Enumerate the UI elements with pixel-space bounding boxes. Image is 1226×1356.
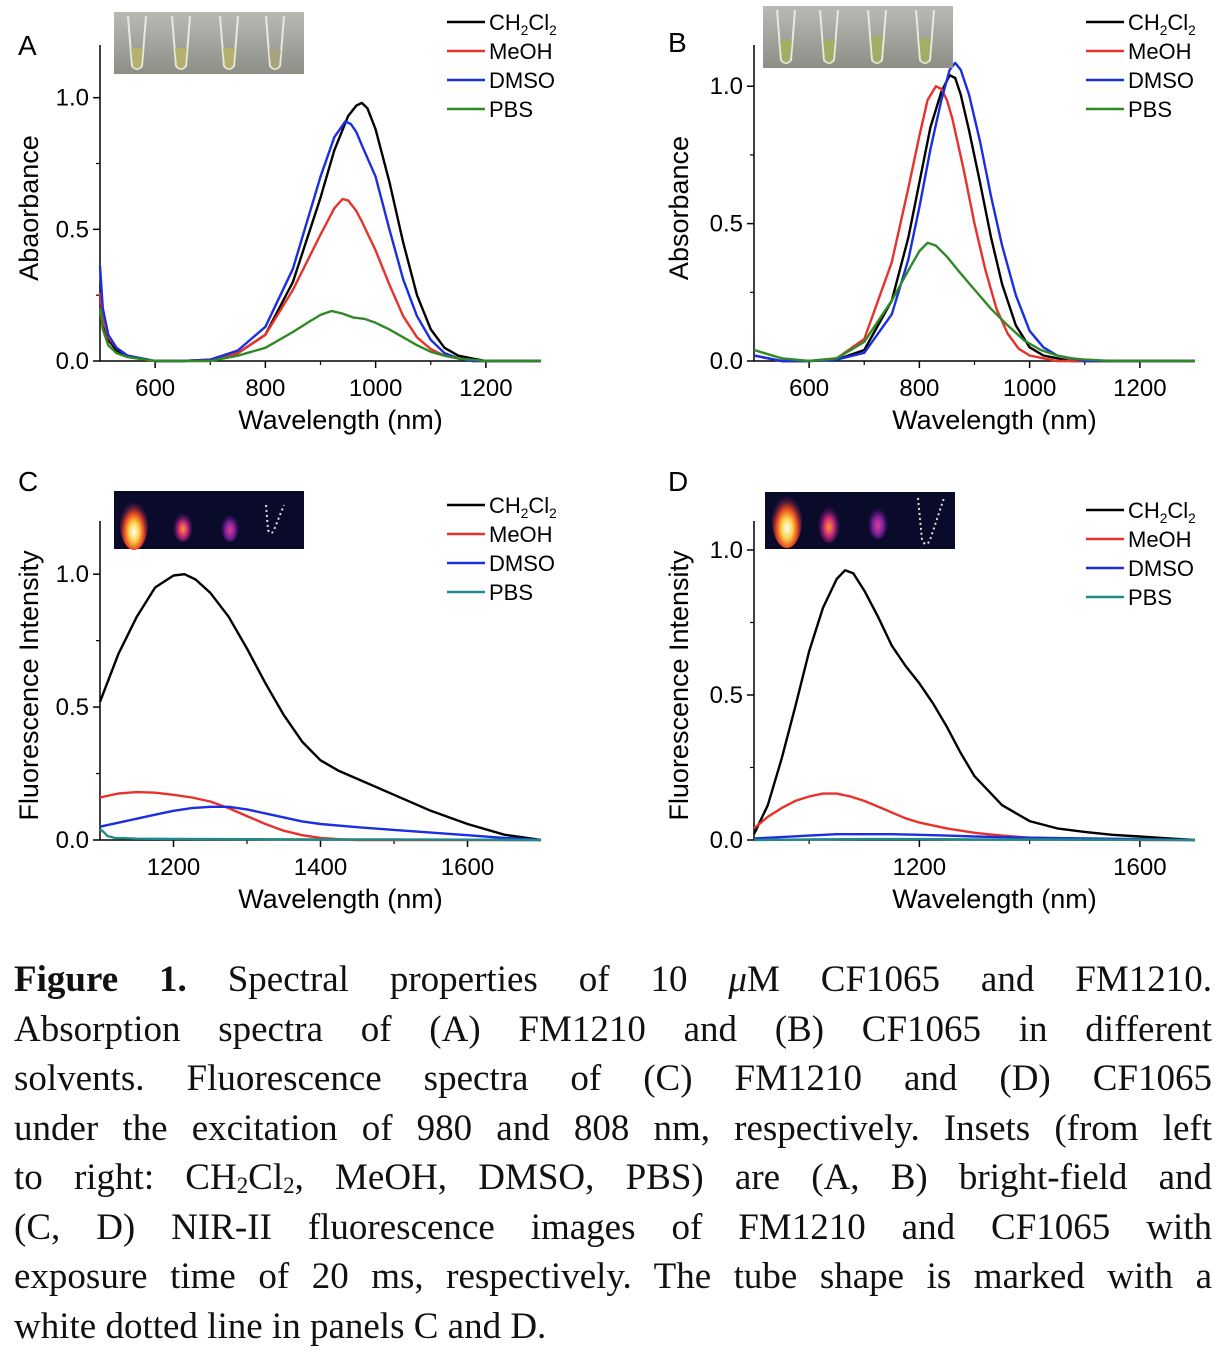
legend-label: PBS [489,580,533,605]
legend-label: DMSO [1128,68,1194,93]
caption-figure-label: Figure 1. [14,959,187,1000]
caption-line-5: to right: CH2Cl2, MeOH, DMSO, PBS) are (… [14,1153,1212,1203]
x-tick-label: 1200 [893,854,946,881]
panel-label: B [668,27,687,58]
x-axis-title: Wavelength (nm) [238,884,443,914]
legend-label: PBS [1128,585,1172,610]
figure-caption: Figure 1. Spectral properties of 10 μM C… [14,955,1212,1351]
caption-line-1: Figure 1. Spectral properties of 10 μM C… [14,955,1212,1005]
y-tick-label: 0.5 [56,694,89,721]
legend-label: CH2Cl2 [489,10,557,38]
y-tick-label: 1.0 [710,73,743,100]
x-tick-label: 1000 [349,375,402,402]
legend-label: PBS [1128,97,1172,122]
series-line-dmso [99,805,542,842]
series-line-meoh [753,84,1195,363]
legend-label: MeOH [489,39,553,64]
x-tick-label: 800 [245,375,285,402]
x-tick-label: 1400 [294,854,347,881]
x-tick-label: 1600 [1113,854,1166,881]
caption-mu-symbol: μ [728,959,747,1000]
x-tick-label: 600 [135,375,175,402]
y-tick-label: 0.5 [710,211,743,238]
x-tick-label: 1200 [147,854,200,881]
legend-label: MeOH [489,522,553,547]
y-axis-title: Fluorescence Intensity [664,550,694,821]
caption-subscript: 2 [283,1173,295,1199]
x-axis-title: Wavelength (nm) [238,405,443,435]
y-axis-title: Abaorbance [14,135,44,281]
caption-line-3: solvents. Fluorescence spectra of (C) FM… [14,1058,1212,1099]
series-line-ch2cl2 [98,101,541,363]
series-line-dmso [98,120,541,363]
series-line-meoh [98,197,541,363]
caption-line-7: exposure time of 20 ms, respectively. Th… [14,1256,1212,1297]
y-tick-label: 0.0 [710,827,743,854]
series-line-ch2cl2 [98,573,542,842]
legend-label: PBS [489,97,533,122]
legend-label: MeOH [1128,527,1192,552]
y-tick-label: 0.5 [56,216,89,243]
y-tick-label: 0.0 [56,827,89,854]
x-tick-label: 800 [899,375,939,402]
y-tick-label: 0.0 [710,348,743,375]
inset-nir-fluorescence-c [114,491,304,550]
series-line-pbs [753,837,1196,842]
panel-label: D [668,466,688,497]
legend-label: CH2Cl2 [1128,498,1196,526]
panel-d: D 1200 1600 0.0 0.5 1.0 Wavelength (nm) Fluores… [664,466,1196,914]
panel-b: B 600 800 1000 1200 0.0 0.5 1.0 Wavelength (nm) A… [664,10,1196,435]
caption-line-8: white dotted line in panels C and D. [14,1305,547,1347]
y-tick-label: 1.0 [710,537,743,564]
series-line-pbs [99,828,542,842]
x-axis-title: Wavelength (nm) [892,884,1097,914]
caption-text: M CF1065 and FM1210. [746,959,1212,1000]
caption-text: to right: CH [14,1157,237,1198]
x-tick-label: 1000 [1003,375,1056,402]
y-tick-label: 0.5 [710,682,743,709]
panel-a: A 600 800 1000 1200 0.0 0.5 1.0 Wavelength (nm) A… [14,10,557,435]
legend-label: MeOH [1128,39,1192,64]
y-axis-title: Absorbance [664,136,694,280]
legend-label: CH2Cl2 [489,493,557,521]
legend-label: CH2Cl2 [1128,10,1196,38]
series-line-pbs [98,308,541,363]
y-tick-label: 0.0 [56,348,89,375]
x-tick-label: 1200 [1113,375,1166,402]
x-axis-title: Wavelength (nm) [892,405,1097,435]
x-tick-label: 1600 [441,854,494,881]
caption-text: Cl [248,1157,284,1198]
legend-label: DMSO [1128,556,1194,581]
caption-text: , MeOH, DMSO, PBS) are (A, B) bright-fie… [294,1157,1212,1198]
series-line-meoh [99,790,541,842]
inset-bright-field-a [114,12,304,74]
series-line-meoh [753,792,1195,842]
panel-label: A [18,30,37,61]
inset-bright-field-b [763,6,953,68]
figure-panels: A 600 800 1000 1200 0.0 0.5 1.0 Wavelength (nm) A… [14,6,1196,914]
series-line-pbs [753,241,1195,363]
y-tick-label: 1.0 [56,561,89,588]
x-tick-label: 600 [789,375,829,402]
legend-label: DMSO [489,551,555,576]
caption-line-4: under the excitation of 980 and 808 nm, … [14,1107,1212,1149]
caption-line-2: Absorption spectra of (A) FM1210 and (B)… [14,1008,1212,1050]
series-line-ch2cl2 [752,569,1196,842]
caption-line-6: (C, D) NIR-II fluorescence images of FM1… [14,1206,1212,1248]
inset-nir-fluorescence-d [765,492,955,549]
caption-subscript: 2 [236,1173,249,1199]
y-tick-label: 1.0 [56,85,89,112]
panel-label: C [18,466,38,497]
panel-c: C 1200 1400 1600 0.0 0.5 1.0 Wavelength (nm) Flu… [14,466,557,914]
x-tick-label: 1200 [459,375,512,402]
caption-text: Spectral properties of 10 [186,959,729,1000]
legend-label: DMSO [489,68,555,93]
y-axis-title: Fluorescence Intensity [14,550,44,821]
